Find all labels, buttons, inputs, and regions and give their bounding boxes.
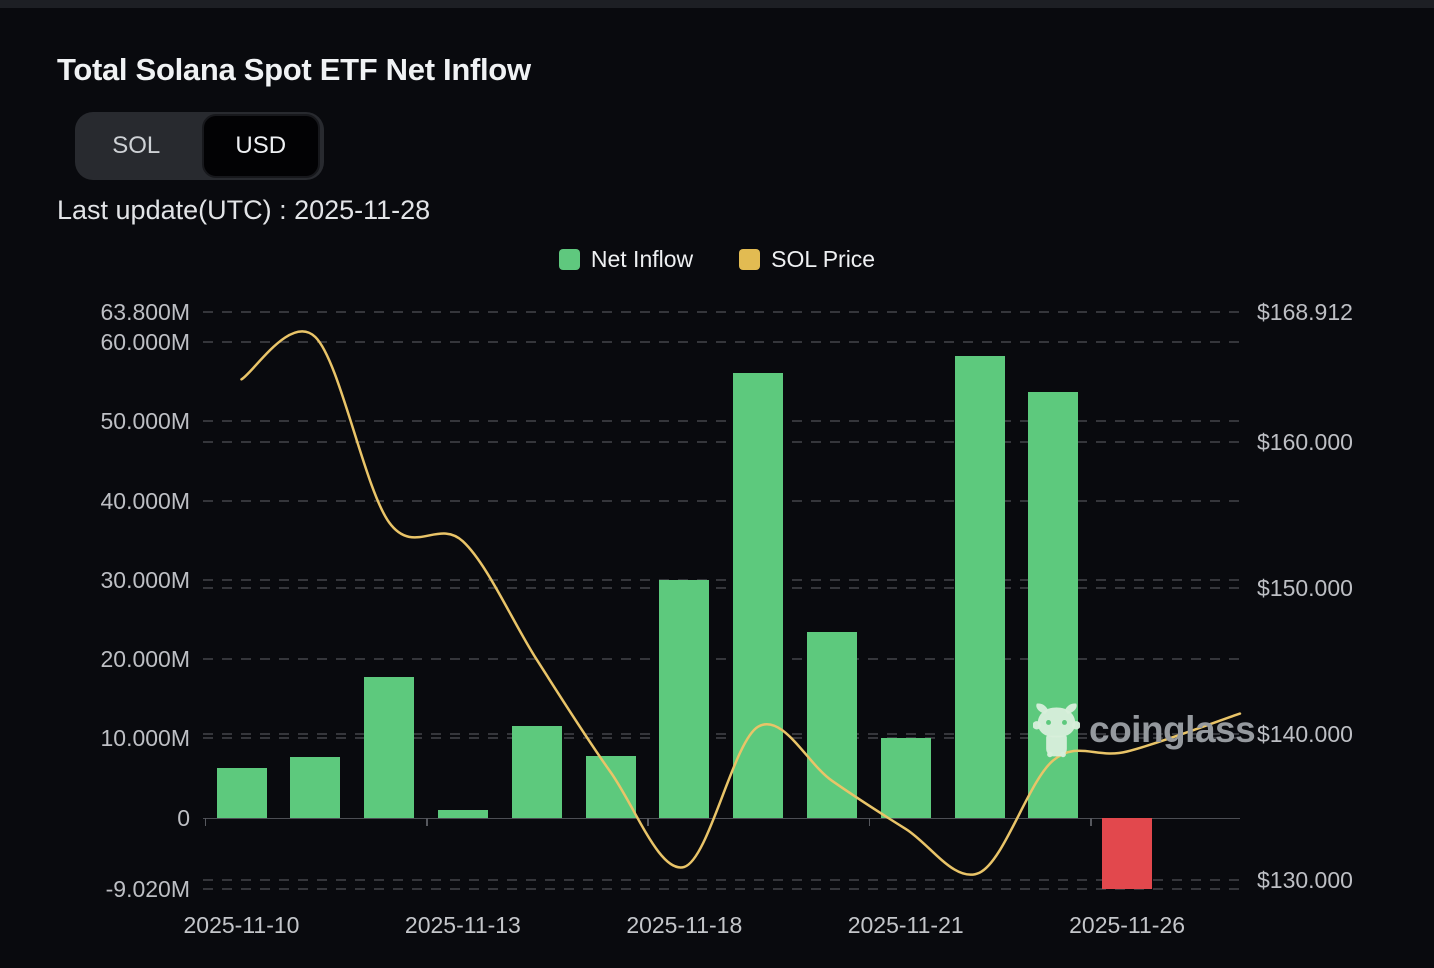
gridline-right (203, 879, 1240, 881)
page-title: Total Solana Spot ETF Net Inflow (57, 52, 531, 87)
bar-2025-11-10[interactable] (216, 767, 267, 818)
legend-item-sol-price[interactable]: SOL Price (739, 246, 875, 273)
gridline-left (203, 341, 1240, 344)
unit-toggle[interactable]: SOL USD (75, 112, 324, 180)
bar-2025-11-19[interactable] (733, 373, 784, 818)
legend-item-net-inflow[interactable]: Net Inflow (558, 246, 694, 273)
bar-2025-11-14[interactable] (511, 726, 562, 818)
left-axis-label: 30.000M (100, 566, 190, 593)
coinglass-watermark: coinglass (1033, 702, 1256, 758)
right-axis-label: $160.000 (1257, 429, 1353, 456)
chart-legend: Net Inflow SOL Price (0, 246, 1434, 273)
gridline-left (203, 578, 1240, 581)
left-axis-label: 40.000M (100, 487, 190, 514)
solana-etf-netflow-card: Total Solana Spot ETF Net Inflow SOL USD… (0, 8, 1434, 968)
coinglass-watermark-text: coinglass (1089, 709, 1256, 750)
toggle-option-sol[interactable]: SOL (112, 132, 161, 159)
bar-2025-11-12[interactable] (364, 677, 415, 818)
right-axis-label: $168.912 (1257, 299, 1353, 325)
right-axis-label: $140.000 (1257, 721, 1353, 748)
gridline-left (203, 499, 1240, 502)
gridline-right (203, 587, 1240, 590)
coinglass-logo-icon (1033, 703, 1080, 758)
bar-2025-11-11[interactable] (290, 757, 341, 818)
x-axis-tick (868, 817, 871, 826)
left-axis-label: 10.000M (100, 725, 190, 752)
left-axis-label: 50.000M (100, 408, 190, 435)
gridline-right (203, 441, 1240, 444)
left-axis-label: 60.000M (100, 329, 190, 356)
right-axis-label: $150.000 (1257, 575, 1353, 602)
bar-2025-11-21[interactable] (880, 738, 931, 818)
page-background-strip (0, 0, 1434, 8)
gridline-left (203, 420, 1240, 423)
left-axis-label: 0 (177, 804, 190, 831)
left-axis-label: -9.020M (105, 876, 190, 902)
last-update-text: Last update(UTC) : 2025-11-28 (57, 195, 431, 225)
legend-label-sol-price: SOL Price (771, 246, 876, 272)
right-axis-label: $130.000 (1257, 867, 1353, 893)
x-axis-tick (1090, 817, 1092, 826)
left-axis-label: 63.800M (100, 299, 190, 325)
bar-2025-11-13[interactable] (437, 809, 488, 818)
x-axis-label: 2025-11-18 (626, 912, 743, 938)
bar-2025-11-20[interactable] (806, 632, 857, 818)
x-axis-label: 2025-11-26 (1069, 912, 1186, 938)
legend-label-net-inflow: Net Inflow (590, 246, 694, 272)
sol-price-swatch-icon (739, 249, 761, 270)
bar-2025-11-17[interactable] (585, 755, 636, 818)
toggle-option-usd[interactable]: USD (201, 114, 320, 178)
x-axis-label: 2025-11-13 (404, 912, 521, 938)
gridline-left (203, 888, 1240, 890)
net-inflow-swatch-icon (558, 249, 580, 270)
bar-2025-11-24[interactable] (954, 355, 1005, 818)
x-axis-label: 2025-11-10 (183, 912, 300, 938)
x-axis-tick (204, 817, 207, 826)
x-axis-tick (426, 817, 428, 826)
bar-2025-11-26[interactable] (1102, 817, 1153, 889)
gridline-left (203, 658, 1240, 661)
x-axis-label: 2025-11-21 (847, 912, 964, 938)
zero-axis-line (203, 817, 1240, 820)
gridline-right (203, 311, 1240, 313)
x-axis-tick (647, 817, 649, 826)
bar-2025-11-18[interactable] (659, 579, 710, 818)
left-axis-label: 20.000M (100, 646, 190, 673)
